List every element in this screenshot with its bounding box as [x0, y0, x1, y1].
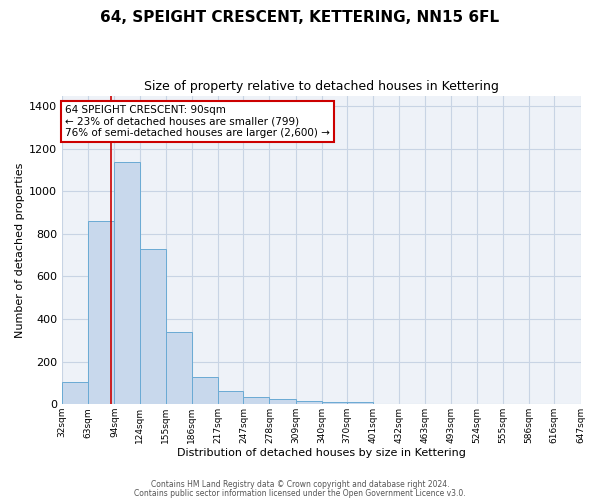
Bar — [244, 396, 269, 404]
Text: 64 SPEIGHT CRESCENT: 90sqm
← 23% of detached houses are smaller (799)
76% of sem: 64 SPEIGHT CRESCENT: 90sqm ← 23% of deta… — [65, 105, 329, 138]
Y-axis label: Number of detached properties: Number of detached properties — [15, 162, 25, 338]
Bar — [192, 376, 218, 404]
Bar — [218, 391, 244, 404]
Bar — [347, 402, 373, 404]
X-axis label: Distribution of detached houses by size in Kettering: Distribution of detached houses by size … — [177, 448, 466, 458]
Bar — [88, 221, 115, 404]
Bar — [62, 382, 88, 404]
Bar — [269, 400, 296, 404]
Text: Contains public sector information licensed under the Open Government Licence v3: Contains public sector information licen… — [134, 490, 466, 498]
Bar — [115, 162, 140, 404]
Title: Size of property relative to detached houses in Kettering: Size of property relative to detached ho… — [144, 80, 499, 93]
Text: Contains HM Land Registry data © Crown copyright and database right 2024.: Contains HM Land Registry data © Crown c… — [151, 480, 449, 489]
Bar — [140, 249, 166, 404]
Bar — [322, 402, 347, 404]
Text: 64, SPEIGHT CRESCENT, KETTERING, NN15 6FL: 64, SPEIGHT CRESCENT, KETTERING, NN15 6F… — [100, 10, 500, 25]
Bar — [166, 332, 192, 404]
Bar — [296, 401, 322, 404]
